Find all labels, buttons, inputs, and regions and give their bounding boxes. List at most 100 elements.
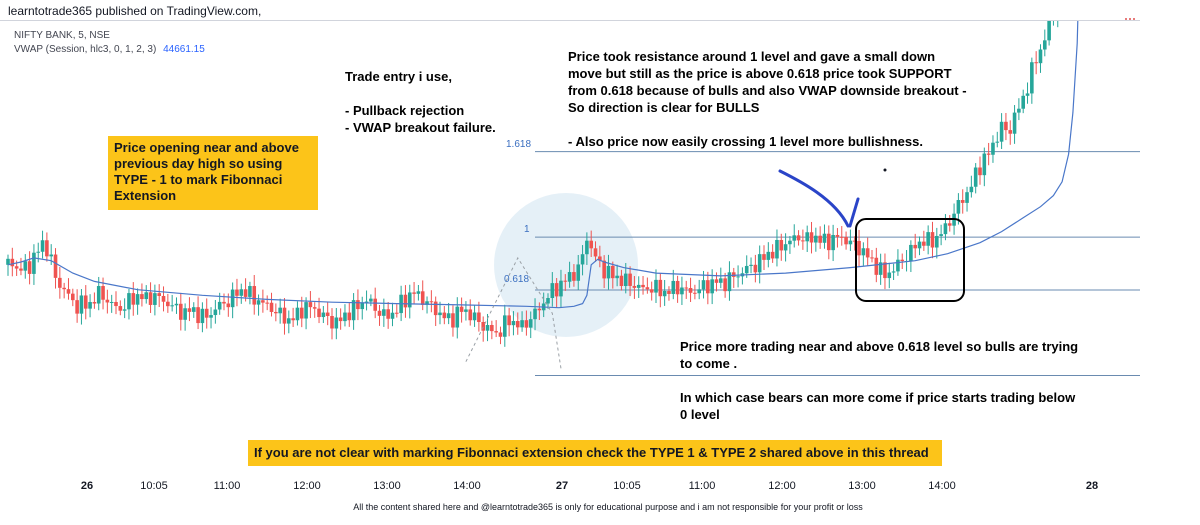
candle-body <box>75 300 79 314</box>
candle-body <box>831 234 835 251</box>
x-tick-label: 12:00 <box>768 480 796 492</box>
x-tick-label: 13:00 <box>848 480 876 492</box>
candle-body <box>1008 130 1013 134</box>
candle-body <box>222 301 226 304</box>
candle-body <box>291 318 295 321</box>
candle-body <box>848 240 853 245</box>
candle-body <box>978 167 982 176</box>
candle-body <box>114 301 118 307</box>
candle-body <box>827 233 831 251</box>
candle-body <box>1047 21 1051 41</box>
publisher-credit: learntotrade365 published on TradingView… <box>8 4 262 18</box>
candle-body <box>105 299 110 303</box>
candle-body <box>550 283 555 299</box>
candle-body <box>628 273 632 286</box>
candle-body <box>157 293 161 296</box>
candle-body <box>792 235 797 241</box>
candle-body <box>261 300 265 303</box>
candle-body <box>688 288 693 293</box>
candle-body <box>943 223 948 235</box>
candle-body <box>779 239 784 251</box>
candle-body <box>109 301 114 303</box>
candle-body <box>714 279 719 283</box>
candle-body <box>200 308 205 324</box>
chart-settings-icon[interactable] <box>1124 14 1136 24</box>
candle-body <box>53 254 58 278</box>
annotation-dot <box>883 168 887 172</box>
candle-body <box>528 319 533 328</box>
candle-body <box>956 200 961 214</box>
candle-body <box>420 291 425 305</box>
candle-body <box>770 251 775 259</box>
candle-body <box>278 307 282 314</box>
pullback-highlight-box <box>855 218 965 302</box>
candle-body <box>183 308 187 320</box>
candle-body <box>269 302 274 312</box>
candle-body <box>425 301 429 305</box>
candle-body <box>494 331 498 333</box>
candle-body <box>317 308 321 318</box>
candle-body <box>606 265 611 279</box>
candlestick-chart[interactable] <box>0 21 1140 481</box>
candle-body <box>857 240 861 256</box>
candle-body <box>667 290 671 294</box>
candle-body <box>727 272 732 292</box>
candle-body <box>62 287 66 290</box>
candle-body <box>1017 108 1021 113</box>
candle-body <box>395 312 399 314</box>
candle-body <box>693 292 697 294</box>
candle-body <box>490 325 494 332</box>
candle-body <box>926 232 930 246</box>
candle-body <box>135 294 140 305</box>
candle-body <box>161 295 166 302</box>
x-tick-label: 14:00 <box>928 480 956 492</box>
candle-body <box>554 283 559 297</box>
candle-body <box>632 285 637 288</box>
candle-body <box>870 257 874 259</box>
candle-body <box>537 308 542 311</box>
candle-body <box>654 279 658 293</box>
candle-body <box>935 235 939 248</box>
x-tick-label: 28 <box>1085 480 1099 492</box>
legend-indicator: VWAP (Session, hlc3, 0, 1, 2, 3) 44661.1… <box>14 44 205 55</box>
candle-body <box>645 287 650 290</box>
x-tick-label: 26 <box>80 480 94 492</box>
candle-body <box>49 254 53 257</box>
candle-body <box>995 141 1000 143</box>
candle-body <box>753 264 758 273</box>
candle-body <box>939 234 943 236</box>
candle-body <box>511 321 516 326</box>
candle-body <box>148 292 153 305</box>
candle-body <box>839 236 844 238</box>
x-tick-label: 14:00 <box>453 480 481 492</box>
candle-body <box>598 256 602 261</box>
candle-body <box>818 235 822 243</box>
legend-indicator-name: VWAP (Session, hlc3, 0, 1, 2, 3) <box>14 44 157 55</box>
candle-body <box>442 312 447 319</box>
candle-body <box>1004 121 1008 131</box>
watermark-logo <box>494 193 638 337</box>
x-tick-label: 12:00 <box>293 480 321 492</box>
candle-body <box>878 262 883 275</box>
candle-body <box>1038 49 1043 64</box>
candle-body <box>852 240 857 242</box>
candle-body <box>874 257 879 275</box>
candle-body <box>844 236 848 245</box>
candle-body <box>533 308 537 320</box>
candle-body <box>1021 95 1025 109</box>
candle-body <box>347 312 352 321</box>
candle-body <box>438 312 442 316</box>
candle-body <box>485 325 490 331</box>
candle-body <box>1012 112 1017 134</box>
candle-body <box>991 142 995 155</box>
candle-body <box>559 280 563 297</box>
candle-body <box>321 312 326 318</box>
candle-body <box>209 315 213 318</box>
x-tick-label: 11:00 <box>688 480 716 492</box>
chart-area[interactable] <box>0 20 1140 481</box>
candle-body <box>369 298 373 302</box>
candle-body <box>256 300 261 305</box>
candle-body <box>675 280 680 295</box>
candle-body <box>865 248 870 258</box>
candle-body <box>766 251 771 260</box>
